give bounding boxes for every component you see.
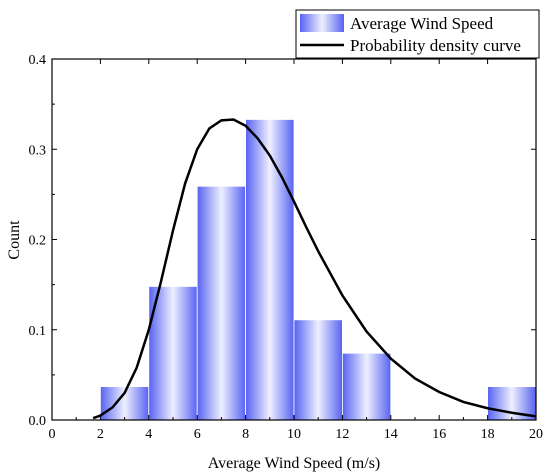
y-tick-label: 0.1 bbox=[29, 324, 47, 339]
x-tick-label: 6 bbox=[194, 427, 201, 442]
histogram-bar bbox=[245, 119, 295, 421]
x-tick-label: 0 bbox=[49, 427, 56, 442]
histogram-bar bbox=[341, 352, 392, 421]
x-tick-label: 16 bbox=[432, 427, 446, 442]
y-tick-label: 0.2 bbox=[29, 234, 47, 249]
x-tick-label: 20 bbox=[529, 427, 543, 442]
tick-labels: 0 2 4 6 8 10 12 14 16 18 20 0.0 0.1 0.2 0.3 0.4 bbox=[29, 53, 544, 442]
y-tick-label: 0.4 bbox=[29, 53, 47, 68]
legend: Average Wind Speed Probability density c… bbox=[295, 9, 540, 59]
axes bbox=[51, 58, 537, 421]
y-tick-label: 0.0 bbox=[29, 414, 47, 429]
x-tick-label: 14 bbox=[384, 427, 398, 442]
histogram-bars bbox=[100, 119, 537, 421]
legend-swatch-bars bbox=[300, 14, 344, 32]
density-curve-line bbox=[92, 118, 537, 420]
legend-label-curve: Probability density curve bbox=[350, 36, 521, 55]
x-axis-title: Average Wind Speed (m/s) bbox=[208, 455, 381, 472]
x-tick-label: 4 bbox=[145, 427, 152, 442]
x-tick-label: 8 bbox=[242, 427, 249, 442]
y-tick-label: 0.3 bbox=[29, 143, 47, 158]
x-tick-label: 18 bbox=[481, 427, 495, 442]
x-tick-label: 12 bbox=[335, 427, 349, 442]
y-axis-title: Count bbox=[6, 220, 23, 260]
histogram-bar bbox=[293, 319, 343, 421]
x-tick-label: 10 bbox=[287, 427, 301, 442]
histogram-bar bbox=[148, 286, 198, 421]
x-tick-label: 2 bbox=[97, 427, 104, 442]
histogram-bar bbox=[196, 185, 246, 421]
legend-label-bars: Average Wind Speed bbox=[350, 14, 494, 33]
